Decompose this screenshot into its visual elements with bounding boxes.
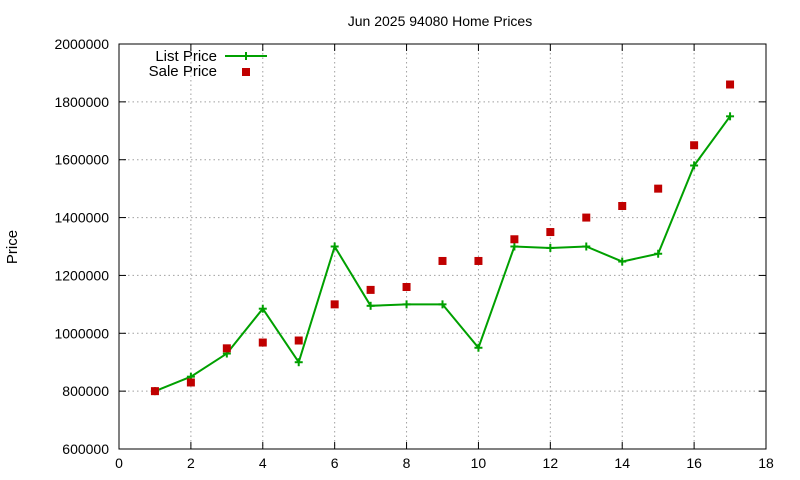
sale-price-point bbox=[294, 336, 303, 345]
sale-price-point bbox=[258, 338, 267, 347]
list-price-line bbox=[154, 115, 731, 393]
chart-title: Jun 2025 94080 Home Prices bbox=[348, 13, 532, 29]
sale-price-point bbox=[726, 80, 735, 89]
sale-price-point bbox=[330, 300, 339, 309]
list-price-point bbox=[582, 242, 591, 251]
y-tick-label: 800000 bbox=[62, 383, 109, 399]
x-tick-label: 10 bbox=[471, 455, 487, 471]
plot-series bbox=[150, 80, 735, 396]
sale-price-point bbox=[546, 228, 555, 237]
sale-price-point bbox=[690, 141, 699, 150]
sale-price-point bbox=[582, 213, 591, 222]
sale-price-point bbox=[618, 202, 627, 210]
list-price-point bbox=[402, 300, 411, 309]
list-price-point bbox=[294, 358, 303, 367]
sale-price-point bbox=[438, 256, 447, 265]
list-price-point bbox=[654, 249, 663, 258]
x-tick-label: 4 bbox=[259, 455, 267, 471]
y-axis-title: Price bbox=[4, 230, 21, 264]
y-tick-label: 1200000 bbox=[54, 267, 109, 283]
list-price-point bbox=[618, 257, 627, 266]
sale-price-point bbox=[150, 387, 159, 396]
x-tick-label: 2 bbox=[187, 455, 195, 471]
x-tick-label: 8 bbox=[403, 455, 411, 471]
x-tick-label: 16 bbox=[686, 455, 702, 471]
y-tick-label: 2000000 bbox=[54, 36, 109, 52]
sale-price-point bbox=[510, 235, 519, 244]
list-price-point bbox=[726, 112, 735, 121]
legend-swatch-sale bbox=[242, 68, 250, 76]
y-tick-label: 1600000 bbox=[54, 152, 109, 168]
y-tick-label: 600000 bbox=[62, 441, 109, 457]
legend-label-sale-price: Sale Price bbox=[149, 63, 217, 80]
x-tick-label: 0 bbox=[115, 455, 123, 471]
sale-price-point bbox=[366, 285, 375, 294]
grid bbox=[119, 44, 766, 449]
x-tick-label: 14 bbox=[614, 455, 630, 471]
sale-price-point bbox=[654, 184, 663, 193]
x-tick-label: 12 bbox=[543, 455, 559, 471]
list-price-point bbox=[510, 242, 519, 251]
list-price-point bbox=[546, 243, 555, 252]
legend-label-list-price: List Price bbox=[155, 48, 217, 65]
list-price-point bbox=[474, 343, 483, 352]
list-price-point bbox=[438, 300, 447, 309]
list-price-point bbox=[330, 242, 339, 251]
plot-frame bbox=[118, 43, 767, 450]
y-tick-label: 1000000 bbox=[54, 325, 109, 341]
sale-price-point bbox=[222, 344, 231, 353]
sale-price-point bbox=[186, 378, 195, 387]
list-price-point bbox=[690, 161, 699, 170]
sale-price-point bbox=[402, 283, 411, 291]
x-tick-label: 18 bbox=[758, 455, 774, 471]
y-tick-label: 1800000 bbox=[54, 94, 109, 110]
axes: 0 2 4 6 8 10 12 14 16 18 600000 800000 1000000 120000… bbox=[54, 36, 774, 471]
x-tick-label: 6 bbox=[331, 455, 339, 471]
sale-price-point bbox=[474, 256, 483, 265]
list-price-point bbox=[258, 304, 267, 313]
list-price-point bbox=[366, 301, 375, 310]
y-tick-label: 1400000 bbox=[54, 210, 109, 226]
